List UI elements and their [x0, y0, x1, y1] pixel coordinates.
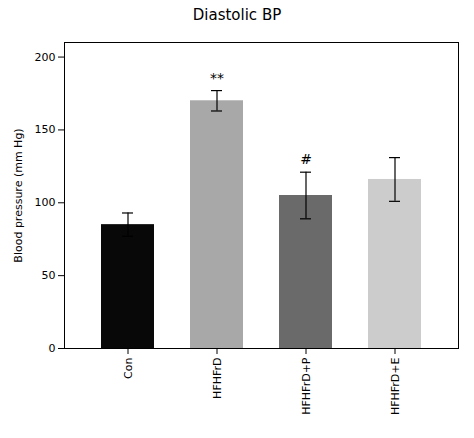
svg-text:Blood pressure (mm Hg): Blood pressure (mm Hg) [12, 128, 25, 262]
svg-text:HFHFrD+P: HFHFrD+P [300, 357, 313, 415]
svg-text:**: ** [210, 70, 224, 86]
svg-text:200: 200 [35, 51, 56, 64]
svg-text:HFHFrD+E: HFHFrD+E [389, 357, 402, 415]
html-text:Diastolic BP: Diastolic BP [192, 6, 282, 24]
svg-text:50: 50 [42, 269, 56, 282]
svg-text:0: 0 [49, 342, 56, 355]
svg-text:150: 150 [35, 123, 56, 136]
svg-text:#: # [300, 151, 312, 167]
svg-text:Con: Con [122, 357, 135, 378]
svg-text:100: 100 [35, 196, 56, 209]
svg-text:HFHFrD: HFHFrD [211, 358, 224, 399]
